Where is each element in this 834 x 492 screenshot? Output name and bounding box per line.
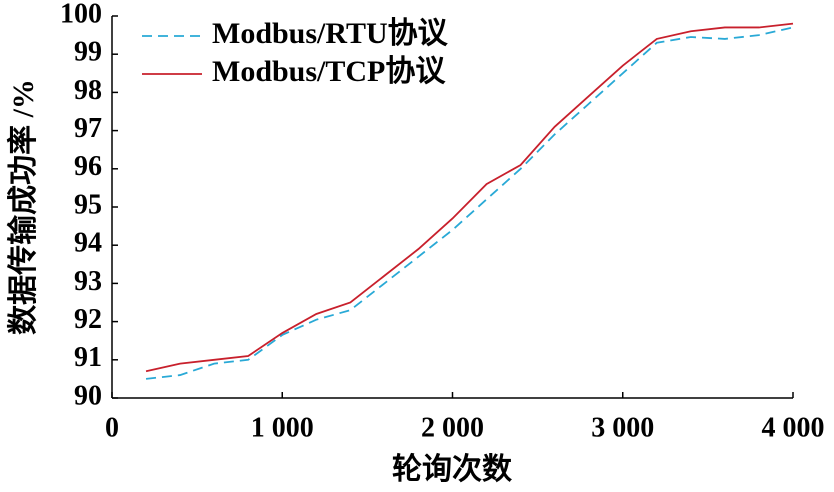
y-tick-label: 98 bbox=[74, 75, 102, 106]
y-tick-label: 90 bbox=[74, 380, 102, 411]
legend-label: Modbus/RTU协议 bbox=[212, 17, 449, 50]
y-tick-label: 99 bbox=[74, 37, 102, 68]
y-tick-label: 91 bbox=[74, 342, 102, 373]
y-tick-label: 93 bbox=[74, 266, 102, 297]
x-tick-label: 1 000 bbox=[251, 412, 314, 443]
x-tick-label: 0 bbox=[105, 412, 119, 443]
y-tick-label: 97 bbox=[74, 113, 102, 144]
legend-label: Modbus/TCP协议 bbox=[212, 55, 446, 88]
y-tick-label: 100 bbox=[60, 0, 102, 29]
y-tick-label: 94 bbox=[74, 228, 102, 259]
x-tick-label: 2 000 bbox=[421, 412, 484, 443]
x-axis-label: 轮询次数 bbox=[392, 453, 513, 486]
x-tick-label: 4 000 bbox=[762, 412, 825, 443]
series-line bbox=[145, 26, 794, 380]
y-axis-label: 数据传输成功率 /% bbox=[7, 79, 40, 335]
series-line bbox=[145, 22, 794, 373]
y-tick-label: 95 bbox=[74, 189, 102, 220]
y-tick-label: 92 bbox=[74, 304, 102, 335]
x-tick-label: 3 000 bbox=[591, 412, 654, 443]
y-tick-label: 96 bbox=[74, 151, 102, 182]
